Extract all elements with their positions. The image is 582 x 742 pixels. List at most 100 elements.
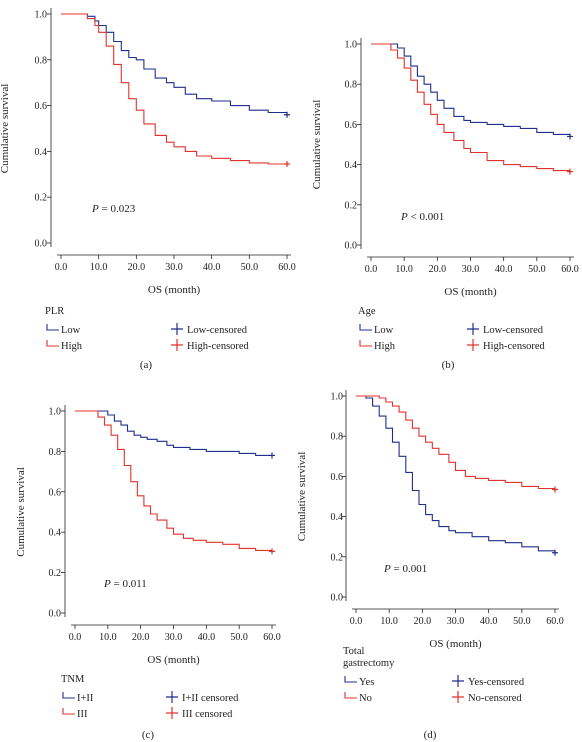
p-value-label: P = 0.001 [383, 563, 427, 575]
y-tick-label: 0.2 [35, 193, 48, 204]
y-tick-label: 1.0 [49, 407, 62, 418]
x-tick-label: 0.0 [55, 262, 68, 273]
x-axis-title: OS (month) [148, 284, 201, 296]
legend-censor-key [166, 707, 178, 719]
y-tick-label: 1.0 [345, 40, 358, 51]
legend-label: I+II [77, 693, 94, 704]
x-tick-label: 60.0 [561, 264, 579, 275]
p-value: = 0.011 [111, 578, 147, 590]
x-axis-title: OS (month) [147, 654, 200, 666]
legend-key-high [46, 340, 59, 347]
legend-censor-key [467, 339, 479, 351]
censor-mark [269, 548, 275, 555]
x-tick-label: 50.0 [230, 632, 248, 643]
legend-label: High [61, 341, 83, 352]
legend: PLR Low Low-censored High High-censored [45, 306, 250, 352]
legend-key-low [46, 324, 59, 331]
censor-mark [269, 452, 275, 459]
legend-censor-key [467, 323, 479, 335]
y-axis-title: Cumulative survival [311, 100, 323, 190]
legend-censored-label: High-censored [187, 341, 250, 352]
legend-censored-label: Low-censored [187, 325, 248, 336]
x-tick-label: 30.0 [447, 616, 465, 627]
p-value-label: P = 0.011 [103, 578, 147, 590]
y-tick-label: 0.8 [35, 55, 48, 66]
y-tick-label: 0.4 [35, 147, 48, 158]
legend-censor-key [166, 691, 178, 703]
y-tick-label: 0.6 [345, 120, 358, 131]
legend-censored-label: High-censored [483, 341, 546, 352]
x-tick-label: 10.0 [90, 262, 108, 273]
x-tick-label: 0.0 [350, 616, 363, 627]
x-tick-label: 20.0 [414, 616, 432, 627]
x-tick-label: 30.0 [165, 262, 183, 273]
x-tick-label: 40.0 [198, 632, 216, 643]
legend-title: Total [343, 646, 365, 657]
x-tick-label: 60.0 [263, 632, 281, 643]
legend-title: Age [358, 306, 376, 317]
x-tick-label: 60.0 [546, 616, 564, 627]
p-symbol: P [103, 578, 111, 590]
survival-curve-yes [356, 395, 556, 553]
y-tick-label: 0.6 [49, 487, 62, 498]
panel-label: (b) [442, 359, 455, 371]
survival-curve-i-ii [75, 410, 272, 456]
y-tick-label: 0.8 [345, 80, 358, 91]
legend-key-low [359, 324, 372, 331]
legend-censored-label: Low-censored [483, 325, 544, 336]
legend-censored-label: No-censored [468, 693, 522, 704]
censor-mark [284, 160, 290, 167]
y-tick-label: 0.0 [49, 609, 62, 620]
y-tick-label: 0.8 [49, 447, 62, 458]
legend-key-yes [344, 676, 357, 683]
y-tick-label: 0.8 [331, 432, 344, 443]
legend-censor-key [452, 675, 464, 687]
y-axis-title: Cumulative survival [15, 467, 27, 557]
legend-censored-label: Yes-censored [468, 677, 525, 688]
y-tick-label: 1.0 [331, 392, 344, 403]
p-value-label: P = 0.023 [91, 203, 136, 215]
chart-panel-d: 0.0 0.2 0.4 0.6 0.8 1.0 0.0 10.0 20.0 30.0 40.0 50.… [296, 390, 564, 741]
x-tick-label: 30.0 [462, 264, 480, 275]
y-axis-title: Cumulative survival [0, 84, 11, 174]
survival-curve-iii [75, 410, 273, 552]
x-tick-label: 10.0 [395, 264, 413, 275]
y-tick-label: 0.4 [345, 160, 358, 171]
y-tick-label: 0.0 [35, 239, 48, 250]
p-symbol: P [400, 211, 408, 223]
x-tick-label: 40.0 [495, 264, 513, 275]
x-tick-label: 20.0 [429, 264, 447, 275]
legend-censored-label: I+II censored [182, 693, 239, 704]
legend-label: Low [374, 325, 394, 336]
legend-label: III [77, 709, 88, 720]
x-axis-title: OS (month) [444, 286, 497, 298]
legend: Age Low Low-censored High High-censored [358, 306, 546, 352]
legend: TNM I+II I+II censored III III censored [61, 674, 239, 720]
x-tick-label: 60.0 [278, 262, 296, 273]
p-symbol: P [383, 563, 391, 575]
legend-censor-key [171, 323, 183, 335]
legend-key-no [344, 692, 357, 699]
y-tick-label: 0.6 [331, 472, 344, 483]
chart-panel-a: 0.0 0.2 0.4 0.6 0.8 1.0 0.0 10.0 20.0 30.0 40.0 50.… [0, 8, 296, 371]
censor-mark [552, 486, 558, 493]
y-tick-label: 0.2 [345, 200, 358, 211]
x-tick-label: 40.0 [203, 262, 221, 273]
x-tick-label: 20.0 [128, 262, 146, 273]
censor-mark [567, 133, 573, 140]
legend-label: Yes [359, 677, 374, 688]
legend-label: High [374, 341, 396, 352]
p-value: < 0.001 [408, 211, 444, 223]
x-tick-label: 40.0 [480, 616, 498, 627]
survival-curve-low [371, 43, 571, 137]
x-tick-label: 20.0 [132, 632, 150, 643]
legend-censor-key [171, 339, 183, 351]
p-value: = 0.001 [391, 563, 427, 575]
x-tick-label: 50.0 [241, 262, 259, 273]
x-tick-label: 30.0 [165, 632, 183, 643]
x-axis-title: OS (month) [429, 638, 482, 650]
legend-key-i-ii [62, 692, 75, 699]
p-symbol: P [91, 203, 99, 215]
